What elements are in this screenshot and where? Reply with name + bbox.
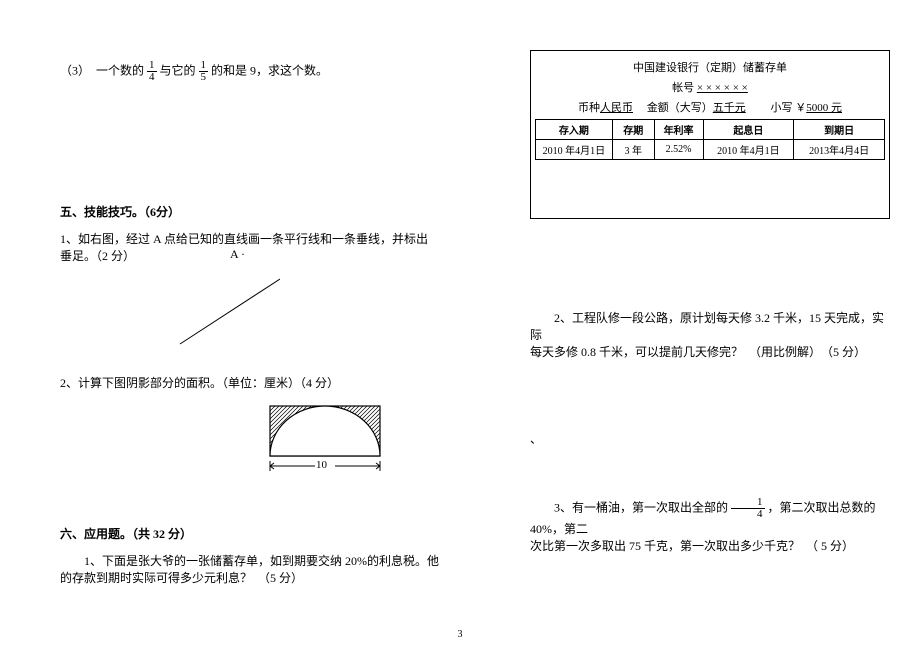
td-3: 2010 年4月1日 [703, 140, 794, 160]
table-title: 中国建设银行（定期）储蓄存单 [535, 59, 885, 75]
q3-mid: 与它的 [160, 63, 196, 77]
sketch-area [60, 274, 280, 354]
th-4: 到期日 [794, 120, 885, 140]
r-q3-frac: 1 4 [731, 497, 765, 520]
page-num: 3 [458, 629, 463, 640]
section5-title: 五、技能技巧。（6分） [60, 203, 460, 220]
td-2: 2.52% [654, 140, 703, 160]
th-1: 存期 [612, 120, 654, 140]
q3-post: 的和是 9，求这个数。 [211, 63, 328, 77]
q3-frac2: 1 5 [199, 60, 209, 83]
r-q2a: 2、工程队修一段公路，原计划每天修 3.2 千米，15 天完成，实际 [530, 309, 890, 343]
td-0: 2010 年4月1日 [536, 140, 613, 160]
q5-2: 2、计算下图阴影部分的面积。（单位：厘米）（4 分） [60, 374, 460, 391]
q3-line: （3） 一个数的 1 4 与它的 1 5 的和是 9，求这个数。 [60, 60, 460, 83]
r-q2b: 每天多修 0.8 千米，可以提前几天修完？ （用比例解） （5 分） [530, 343, 890, 360]
r-q3-line1: 3、有一桶油，第一次取出全部的 1 4 ，第二次取出总数的 40%，第二 [530, 497, 890, 537]
th-3: 起息日 [703, 120, 794, 140]
th-2: 年利率 [654, 120, 703, 140]
td-4: 2013年4月4日 [794, 140, 885, 160]
q3-pre: （3） 一个数的 [60, 63, 144, 77]
q3-frac1: 1 4 [147, 60, 157, 83]
deposit-table: 存入期 存期 年利率 起息日 到期日 2010 年4月1日 3 年 2.52% … [535, 119, 885, 160]
shape-area: 10 [260, 401, 460, 495]
td-1: 3 年 [612, 140, 654, 160]
shape-width: 10 [316, 459, 327, 471]
q5-1b: 垂足。（2 分） [60, 247, 230, 264]
q6-1b: 的存款到期时实际可得多少元利息？ （5 分） [60, 569, 460, 586]
section6-title: 六、应用题。（共 32 分） [60, 525, 460, 542]
th-0: 存入期 [536, 120, 613, 140]
table-acct: 帐号 × × × × × × [672, 82, 748, 94]
backtick: 、 [530, 430, 890, 447]
q6-1a: 1、下面是张大爷的一张储蓄存单，如到期要交纳 20%的利息税。他 [60, 552, 460, 569]
q5-1a: 1、如右图，经过 A 点给已知的直线画一条平行线和一条垂线，并标出 [60, 230, 460, 247]
deposit-slip: 中国建设银行（定期）储蓄存单 帐号 × × × × × × 币种人民币 金额（大… [530, 50, 890, 219]
q5-1-point: A · [230, 247, 245, 262]
r-q3c: 次比第一次多取出 75 千克，第一次取出多少千克？ （ 5 分） [530, 537, 890, 554]
currency-line: 币种人民币 金额（大写）五千元 小写 ￥5000 元 [535, 99, 885, 115]
